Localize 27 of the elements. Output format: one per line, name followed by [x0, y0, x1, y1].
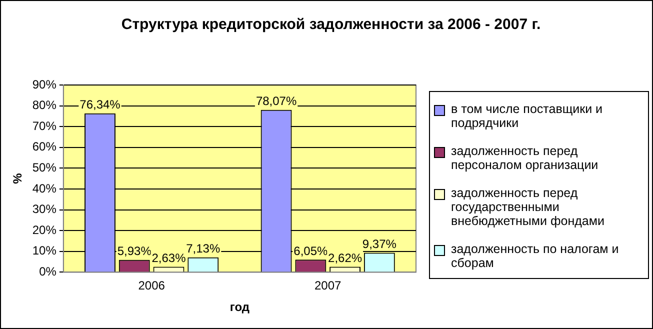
y-tick-label: 70% — [32, 118, 57, 133]
chart-title: Структура кредиторской задолженности за 2006 - 2007 г. — [120, 15, 542, 35]
legend-label: в том числе поставщики и подрядчики — [451, 102, 604, 130]
legend-label: задолженность по налогам и сборам — [451, 242, 620, 270]
y-tick-label: 0% — [39, 264, 57, 279]
y-axis-title: % — [10, 172, 25, 184]
legend-label: задолженность перед государственными внебюджетными фондами — [451, 186, 606, 228]
y-tick-label: 50% — [32, 160, 57, 175]
y-tick-label: 30% — [32, 202, 57, 216]
legend-label: задолженность перед персоналом организации — [451, 144, 600, 172]
data-label: 2,62% — [328, 251, 362, 266]
y-tick-label: 20% — [32, 222, 57, 237]
data-label: 9,37% — [362, 237, 397, 252]
y-tick-label: 80% — [32, 98, 57, 112]
data-label: 6,05% — [294, 244, 328, 258]
x-tick-label: 2007 — [314, 278, 342, 293]
y-tick-label: 60% — [32, 140, 57, 154]
x-tick-label: 2006 — [138, 278, 166, 293]
data-label: 78,07% — [256, 94, 297, 108]
y-tick-label: 10% — [32, 244, 57, 258]
data-label: 2,63% — [152, 251, 186, 266]
data-label: 7,13% — [186, 242, 220, 256]
data-label: 76,34% — [80, 98, 121, 112]
x-axis-title: год — [230, 300, 250, 314]
data-label: 5,93% — [117, 244, 152, 258]
y-tick-label: 90% — [32, 77, 57, 92]
y-tick-label: 40% — [32, 181, 57, 196]
